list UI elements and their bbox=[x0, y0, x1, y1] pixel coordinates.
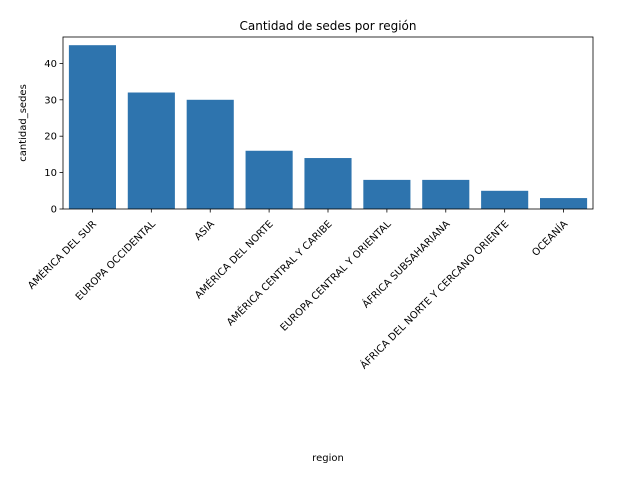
chart-title: Cantidad de sedes por región bbox=[240, 19, 417, 33]
x-tick-label-2: ASIA bbox=[193, 219, 217, 243]
bar-1 bbox=[127, 92, 175, 209]
bar-2 bbox=[186, 99, 234, 209]
x-tick-label-4: AMÉRICA CENTRAL Y CARIBE bbox=[224, 217, 335, 328]
bar-5 bbox=[363, 179, 411, 209]
y-tick-label-4: 40 bbox=[44, 59, 57, 70]
bar-0 bbox=[68, 45, 116, 209]
y-tick-label-2: 20 bbox=[44, 132, 57, 143]
y-tick-label-0: 0 bbox=[51, 205, 57, 216]
x-tick-label-5: EUROPA CENTRAL Y ORIENTAL bbox=[279, 219, 394, 334]
y-tick-label-1: 10 bbox=[44, 168, 57, 179]
y-axis: 0 10 20 30 40 bbox=[44, 59, 63, 216]
bar-8 bbox=[540, 198, 588, 209]
y-tick-label-3: 30 bbox=[44, 95, 57, 106]
bar-7 bbox=[481, 190, 529, 209]
plot-frame bbox=[62, 36, 594, 210]
bar-6 bbox=[422, 179, 470, 209]
bar-4 bbox=[304, 158, 352, 209]
bar-3 bbox=[245, 150, 293, 209]
bars bbox=[68, 45, 588, 209]
y-axis-label: cantidad_sedes bbox=[18, 84, 29, 162]
x-tick-label-8: OCEANÍA bbox=[529, 217, 570, 258]
x-axis-label: region bbox=[312, 453, 344, 464]
